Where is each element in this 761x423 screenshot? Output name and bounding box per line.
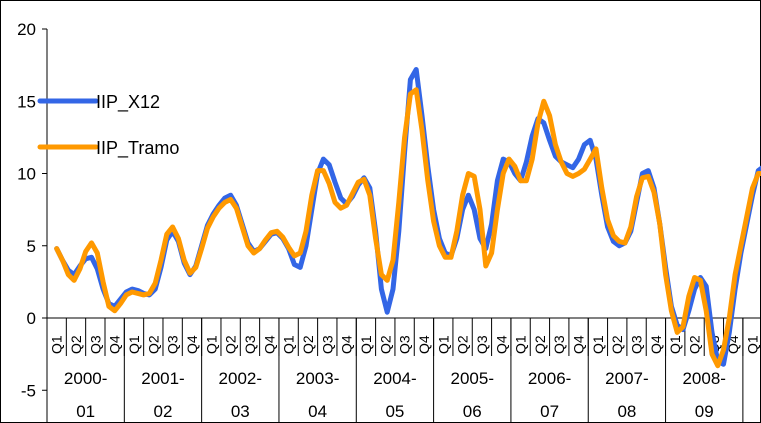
quarter-label: Q4 — [339, 335, 355, 354]
quarter-label: Q3 — [242, 335, 258, 354]
quarter-label: Q4 — [571, 335, 587, 354]
year-label-line2: 08 — [617, 402, 636, 421]
year-label-line1: 2005- — [451, 369, 494, 388]
quarter-label: Q1 — [590, 335, 606, 354]
y-tick-label: 20 — [17, 20, 36, 39]
year-label-line1: 2006- — [528, 369, 571, 388]
quarter-label: Q1 — [513, 335, 529, 354]
quarter-label: Q4 — [416, 335, 432, 354]
y-tick-label: 0 — [27, 309, 36, 328]
year-label-line2: 02 — [154, 402, 173, 421]
quarter-label: Q1 — [745, 335, 761, 354]
quarter-label: Q1 — [281, 335, 297, 354]
year-label-line2: 07 — [540, 402, 559, 421]
quarter-label: Q1 — [435, 335, 451, 354]
quarter-label: Q2 — [223, 335, 239, 354]
quarter-label: Q2 — [609, 335, 625, 354]
quarter-label: Q4 — [184, 335, 200, 354]
quarter-label: Q1 — [667, 335, 683, 354]
series-layer — [54, 67, 761, 369]
year-label-line1: 2003- — [296, 369, 339, 388]
year-label-line2: 06 — [463, 402, 482, 421]
quarter-label: Q3 — [474, 335, 490, 354]
year-label-line1: 2008- — [682, 369, 725, 388]
quarter-label: Q3 — [87, 335, 103, 354]
quarter-label: Q1 — [49, 335, 65, 354]
quarter-label: Q3 — [551, 335, 567, 354]
year-label-line1: 2002- — [219, 369, 262, 388]
quarter-label: Q4 — [648, 335, 664, 354]
quarter-label: Q1 — [358, 335, 374, 354]
year-label-line2: 03 — [231, 402, 250, 421]
quarter-label: Q2 — [68, 335, 84, 354]
year-label-line2: 04 — [308, 402, 327, 421]
quarter-label: Q1 — [203, 335, 219, 354]
quarter-label: Q1 — [126, 335, 142, 354]
quarter-label: Q2 — [145, 335, 161, 354]
quarter-label: Q2 — [532, 335, 548, 354]
quarter-label: Q4 — [493, 335, 509, 354]
year-label-line1: 2001- — [141, 369, 184, 388]
quarter-label: Q3 — [629, 335, 645, 354]
legend-label-iip-x12: IIP_X12 — [96, 92, 160, 113]
year-label-line2: 05 — [385, 402, 404, 421]
quarter-label: Q3 — [397, 335, 413, 354]
y-tick-label: 5 — [27, 237, 36, 256]
quarter-label: Q2 — [687, 335, 703, 354]
year-label-line2: 01 — [76, 402, 95, 421]
quarter-label: Q4 — [261, 335, 277, 354]
quarter-label: Q3 — [319, 335, 335, 354]
year-label-line1: 2004- — [373, 369, 416, 388]
year-label-line1: 2007- — [605, 369, 648, 388]
quarter-label: Q4 — [107, 335, 123, 354]
y-tick-label: 10 — [17, 165, 36, 184]
y-tick-label: -5 — [21, 381, 36, 400]
series-line-iip-tramo — [54, 87, 761, 369]
year-label-line2: 09 — [695, 402, 714, 421]
quarter-label: Q2 — [300, 335, 316, 354]
quarter-label: Q2 — [455, 335, 471, 354]
legend-label-iip-tramo: IIP_Tramo — [96, 138, 179, 159]
quarter-label: Q2 — [377, 335, 393, 354]
year-label-line1: 2000- — [64, 369, 107, 388]
legend: IIP_X12 IIP_Tramo — [37, 92, 179, 159]
y-tick-label: 15 — [17, 92, 36, 111]
quarter-label: Q3 — [165, 335, 181, 354]
